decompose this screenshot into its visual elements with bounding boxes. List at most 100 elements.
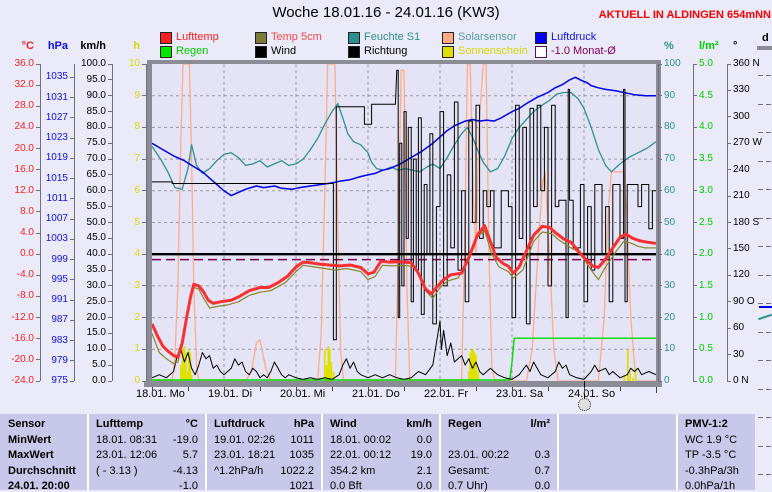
- tick-label-deg: 60: [733, 322, 745, 334]
- table-cell-text: 19.01. 02:26: [214, 433, 276, 446]
- tick-label-h: 5: [134, 216, 140, 228]
- table-cell-text: 23.01. 12:06: [96, 449, 158, 461]
- tick-label-kmh: 40.0: [86, 248, 106, 260]
- cutoff-axis-dash: [766, 274, 771, 276]
- tick-label-lm2: 3.5: [699, 153, 713, 165]
- axis-tick-temp: [36, 232, 40, 234]
- tick-label-deg: 90 O: [733, 295, 755, 307]
- cutoff-axis-dash: [758, 274, 763, 276]
- x-axis-day-tick: [296, 387, 297, 393]
- chart-canvas: [150, 63, 657, 382]
- tick-label-kmh: 30.0: [86, 279, 106, 291]
- axis-tick-temp: [36, 338, 40, 340]
- axis-tick-lm2: [693, 158, 697, 160]
- series-sonnenschein-bar: [323, 349, 326, 381]
- axis-tick-kmh: [108, 63, 112, 65]
- axis-tick-pct: [658, 158, 662, 160]
- table-column-separator: [439, 414, 441, 490]
- tick-label-pct: 50: [664, 216, 676, 228]
- cutoff-axis-dash: [758, 331, 763, 333]
- series-sonnenschein-bar: [181, 349, 184, 381]
- tick-label-kmh: 85.0: [86, 105, 106, 117]
- axis-tick-hpa: [70, 137, 74, 139]
- tick-label-hpa: 1003: [45, 233, 68, 245]
- axis-unit-h: h: [133, 40, 140, 52]
- table-cell-text: 23.01. 18:21: [214, 449, 276, 461]
- series-sonnenschein-bar: [187, 349, 190, 381]
- series-sonnenschein-bar: [328, 349, 331, 381]
- axis-tick-kmh: [108, 364, 112, 366]
- cutoff-axis-dash: [766, 303, 771, 304]
- table-cell-text: -0.3hPa/3h: [685, 464, 739, 477]
- plot-frame-top: [147, 60, 661, 64]
- axis-tick-kmh: [108, 126, 112, 128]
- tick-label-deg: 360 N: [733, 58, 760, 69]
- table-cell-text: Gesamt:: [448, 464, 490, 477]
- axis-tick-hpa: [70, 178, 74, 180]
- axis-tick-hpa: [70, 259, 74, 261]
- cutoff-axis-dash: [766, 217, 771, 219]
- tick-label-temp: -4.0: [16, 269, 34, 281]
- axis-unit-lm2: l/m²: [699, 40, 719, 52]
- cutoff-axis-dash: [758, 445, 763, 447]
- axis-tick-temp: [36, 317, 40, 319]
- tick-label-deg: 150: [733, 242, 750, 254]
- legend-swatch-icon: [160, 32, 172, 44]
- axis-tick-lm2: [693, 285, 697, 287]
- tick-label-hpa: 1019: [45, 152, 68, 164]
- series-wind: [151, 320, 657, 380]
- cutoff-axis-dash: [766, 132, 771, 133]
- axis-tick-h: [142, 95, 146, 97]
- table-col-header: PMV-1:2: [685, 418, 728, 430]
- x-axis-half-tick: [620, 387, 621, 391]
- axis-tick-h: [142, 63, 146, 65]
- axis-tick-pct: [658, 222, 662, 223]
- axis-tick-kmh: [108, 79, 112, 81]
- tick-label-temp: -8.0: [16, 290, 34, 302]
- tick-label-kmh: 75.0: [86, 137, 106, 149]
- axis-tick-deg: [727, 169, 731, 171]
- series-sonnenschein-bar: [183, 346, 186, 381]
- axis-tick-kmh: [108, 301, 112, 303]
- plot-frame-bottom: [144, 381, 662, 387]
- table-cell-text: WC 1.9 °C: [685, 433, 738, 446]
- table-cell-text: 18.01. 00:02: [330, 433, 392, 446]
- table-row-header: MaxWert: [8, 449, 54, 461]
- axis-tick-hpa: [70, 218, 74, 220]
- series-solarsensor: [152, 63, 656, 382]
- tick-label-kmh: 5.0: [92, 359, 106, 371]
- tick-label-hpa: 987: [51, 314, 68, 326]
- table-cell-value: 0.0: [416, 480, 432, 492]
- axis-tick-hpa: [70, 299, 74, 301]
- axis-tick-h: [142, 126, 146, 128]
- series-sonnenschein-bar: [186, 371, 189, 381]
- series-sonnenschein-bar: [473, 352, 476, 381]
- x-axis-half-tick: [332, 387, 333, 391]
- tick-label-kmh: 55.0: [86, 200, 106, 212]
- tick-label-lm2: 0.5: [699, 343, 713, 355]
- table-col-header: Wind: [330, 418, 357, 430]
- cutoff-curve-fragment-teal: [758, 313, 772, 321]
- axis-tick-h: [142, 285, 146, 287]
- axis-tick-kmh: [108, 158, 112, 160]
- axis-tick-temp: [36, 126, 40, 128]
- tick-label-hpa: 975: [51, 375, 68, 386]
- axis-tick-hpa: [70, 76, 74, 78]
- axis-tick-pct: [658, 348, 662, 350]
- tick-label-h: 10: [128, 58, 140, 69]
- axis-line-h: [146, 64, 147, 381]
- table-cell-value: 0.0: [534, 480, 550, 492]
- tick-label-pct: 20: [664, 311, 676, 323]
- table-cell-value: 2.1: [416, 464, 432, 477]
- legend-label: Wind: [271, 45, 297, 57]
- tick-label-hpa: 979: [51, 354, 68, 366]
- tick-label-h: 1: [134, 343, 140, 355]
- tick-label-hpa: 1035: [45, 71, 68, 83]
- tick-label-kmh: 80.0: [86, 121, 106, 133]
- series-sonnenschein-bar: [632, 377, 634, 381]
- legend-label: Temp 5cm: [271, 31, 322, 43]
- axis-tick-lm2: [693, 253, 697, 255]
- tick-label-lm2: 4.5: [699, 89, 713, 101]
- axis-unit-hpa: hPa: [47, 40, 68, 52]
- axis-tick-kmh: [108, 111, 112, 113]
